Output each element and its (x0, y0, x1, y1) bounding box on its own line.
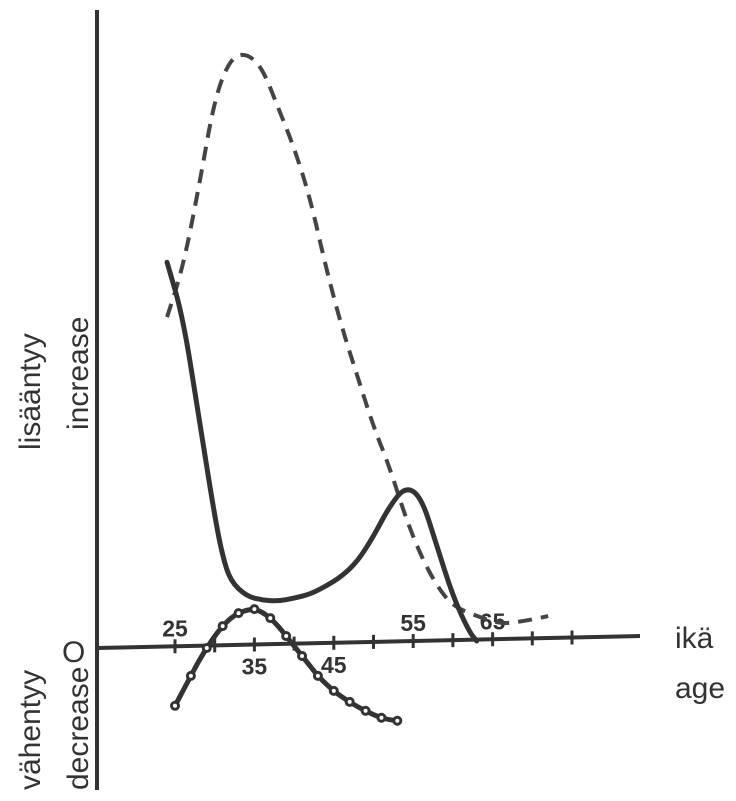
xlabel-fi: ikä (675, 622, 714, 655)
x-tick-label-35: 35 (242, 654, 268, 680)
x-ticks (173, 630, 574, 654)
data-point (217, 621, 228, 632)
series-line-solid (164, 259, 480, 644)
data-point (233, 608, 244, 619)
data-point (281, 631, 292, 642)
series-line-dotted (172, 606, 400, 724)
zero-label: O (62, 636, 85, 669)
data-point (297, 650, 308, 661)
data-point (185, 670, 196, 681)
xlabel-en: age (675, 672, 725, 705)
x-tick-label-55: 55 (400, 610, 426, 636)
data-point (265, 613, 276, 624)
ylabel-down-fi: vähentyy (14, 670, 47, 790)
x-axis (96, 634, 641, 650)
ylabel-up-fi: lisääntyy (14, 333, 47, 450)
ylabel-down-en: decrease (62, 667, 95, 790)
data-point (392, 715, 403, 726)
x-tick-label-25: 25 (162, 615, 188, 641)
data-point (376, 712, 387, 723)
ylabel-up-en: increase (62, 317, 95, 430)
x-tick-label-45: 45 (321, 652, 347, 678)
data-point (312, 670, 323, 681)
data-point (344, 696, 355, 707)
data-point (328, 685, 339, 696)
data-point (201, 642, 212, 653)
data-point (249, 604, 260, 615)
series-layer (164, 52, 549, 726)
series-line-dashed (165, 52, 549, 625)
data-point (360, 705, 371, 716)
data-point (170, 700, 180, 711)
